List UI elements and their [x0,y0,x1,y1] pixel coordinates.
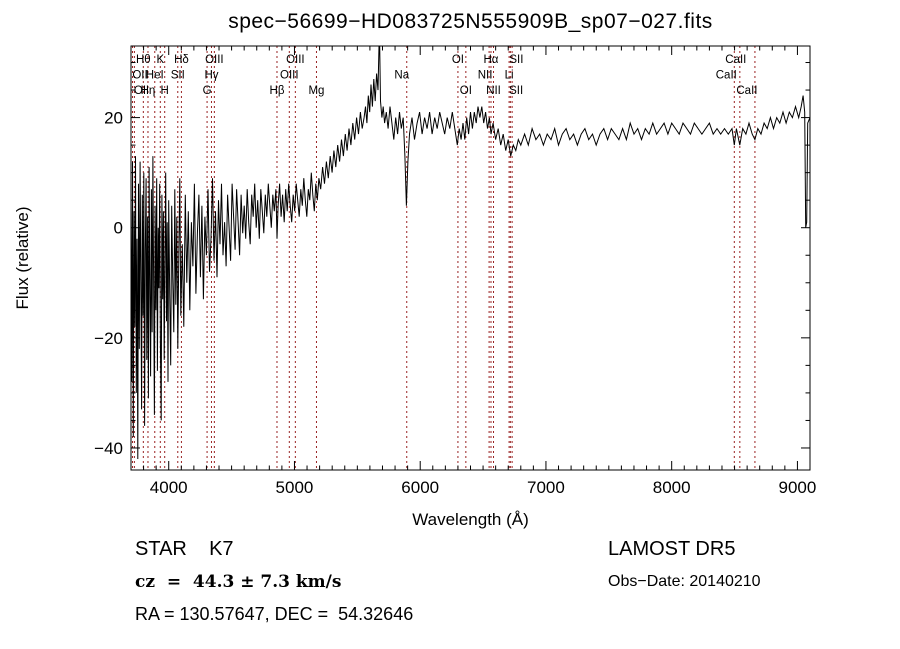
spectral-line-label: K [156,54,164,66]
spectral-line-label: SII [171,70,185,82]
spectral-line-label: NII [486,85,501,97]
spectral-line-label: OI [460,85,472,97]
spectral-line-label: OIII [286,54,305,66]
spectral-line-label: SII [509,54,523,66]
x-tick-label: 5000 [276,478,314,497]
x-tick-label: 8000 [653,478,691,497]
spectral-line-label: SII [509,85,523,97]
x-tick-label: 7000 [527,478,565,497]
spectral-line-label: OII [132,70,147,82]
spectral-line-label: OI [452,54,464,66]
spectral-line-label: Hγ [204,70,218,82]
plot-title: spec−56699−HD083725N555909B_sp07−027.fit… [228,10,713,33]
spectral-line-label: Hα [484,54,499,66]
spectral-line-label: OIII [280,70,299,82]
spectral-line-label: Hβ [270,85,285,97]
spectral-line-label: CaII [736,85,757,97]
y-tick-label: −20 [94,329,123,348]
spectral-line-label: Li [505,70,514,82]
spectral-line-label: NII [478,70,493,82]
spectral-line-label: OI [134,85,146,97]
obs-date-label: Obs−Date: 20140210 [608,573,761,590]
ra-dec-label: RA = 130.57647, DEC = 54.32646 [135,604,414,624]
spectral-line-label: CaII [725,54,746,66]
x-axis-label: Wavelength (Å) [412,510,529,529]
spectral-line-label: H [161,85,169,97]
spectrum-trace [130,45,811,460]
survey-label: LAMOST DR5 [608,538,736,560]
spectral-line-label: Na [394,70,409,82]
y-tick-label: 0 [114,219,123,238]
x-tick-label: 9000 [779,478,817,497]
spectral-line-label: CaII [716,70,737,82]
spectral-line-label: Hθ [136,54,151,66]
plot-frame [130,45,811,471]
x-tick-label: 4000 [150,478,188,497]
spectral-line-label: Hδ [174,54,189,66]
y-tick-label: −40 [94,439,123,458]
x-tick-label: 6000 [401,478,439,497]
spectral-line-label: OIII [205,54,224,66]
y-tick-label: 20 [104,109,123,128]
cz-velocity-label: cz = 44.3 ± 7.3 km/s [135,572,342,592]
spectral-line-label: Mg [308,85,324,97]
spectral-line-label: G [203,85,212,97]
spectral-line-label: HeI [146,70,164,82]
object-class-label: STAR K7 [135,538,234,560]
spectral-line-label: Hη [141,85,156,97]
